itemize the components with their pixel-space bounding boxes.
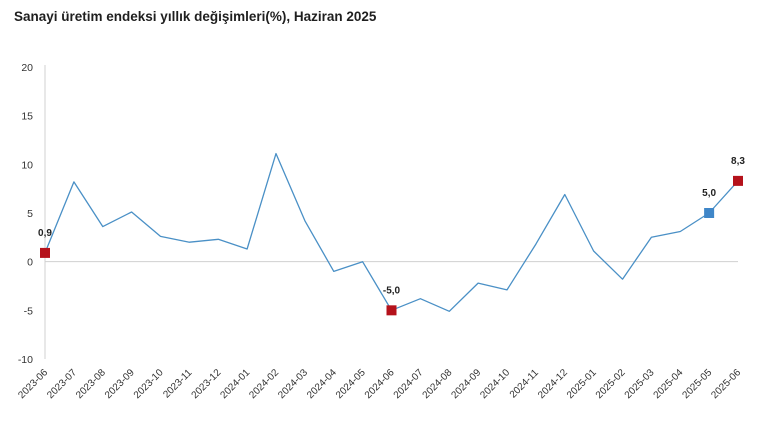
highlight-markers: 0,9 -5,0 5,0 8,3 (38, 156, 745, 316)
chart-title: Sanayi üretim endeksi yıllık değişimleri… (14, 9, 377, 24)
x-tick-label: 2023-12 (190, 367, 224, 401)
data-label: 0,9 (38, 228, 52, 239)
data-label: -5,0 (383, 285, 401, 296)
x-tick-label: 2023-06 (16, 367, 50, 401)
x-tick-label: 2024-08 (421, 367, 455, 401)
x-tick-label: 2024-01 (219, 367, 253, 401)
x-tick-label: 2025-03 (623, 367, 657, 401)
x-tick-label: 2024-03 (276, 367, 310, 401)
data-point-marker (733, 175, 743, 186)
x-tick-label: 2023-09 (103, 367, 137, 401)
x-tick-label: 2025-04 (652, 367, 686, 401)
x-tick-label: 2024-04 (305, 367, 339, 401)
x-tick-label: 2024-11 (508, 367, 542, 401)
y-tick-label: 20 (21, 62, 33, 74)
data-label: 5,0 (702, 188, 716, 199)
x-axis: 2023-062023-072023-082023-092023-102023-… (16, 367, 743, 401)
y-tick-label: 10 (21, 159, 33, 171)
x-tick-label: 2024-02 (247, 367, 281, 401)
y-tick-label: 15 (21, 111, 33, 123)
y-tick-label: 0 (27, 257, 33, 269)
x-tick-label: 2024-10 (478, 367, 512, 401)
x-tick-label: 2024-06 (363, 367, 397, 401)
x-tick-label: 2025-05 (681, 367, 715, 401)
x-tick-label: 2024-12 (536, 367, 570, 401)
data-point-marker (704, 208, 715, 218)
x-tick-label: 2025-06 (709, 367, 743, 401)
x-tick-label: 2024-05 (334, 367, 368, 401)
x-tick-label: 2023-08 (74, 367, 108, 401)
x-tick-label: 2023-11 (161, 367, 195, 401)
x-tick-label: 2023-07 (45, 367, 79, 401)
y-tick-label: 5 (27, 208, 33, 220)
y-tick-label: -10 (18, 354, 33, 366)
y-tick-label: -5 (24, 305, 33, 317)
data-point-marker (40, 247, 50, 258)
x-tick-label: 2023-10 (132, 367, 166, 401)
x-tick-label: 2025-01 (565, 367, 599, 401)
data-point-marker (386, 305, 397, 316)
x-tick-label: 2024-09 (450, 367, 484, 401)
x-tick-label: 2025-02 (594, 367, 628, 401)
data-label: 8,3 (731, 156, 745, 167)
x-tick-label: 2024-07 (392, 367, 426, 401)
y-axis: 20 15 10 5 0 -5 -10 (18, 62, 738, 366)
